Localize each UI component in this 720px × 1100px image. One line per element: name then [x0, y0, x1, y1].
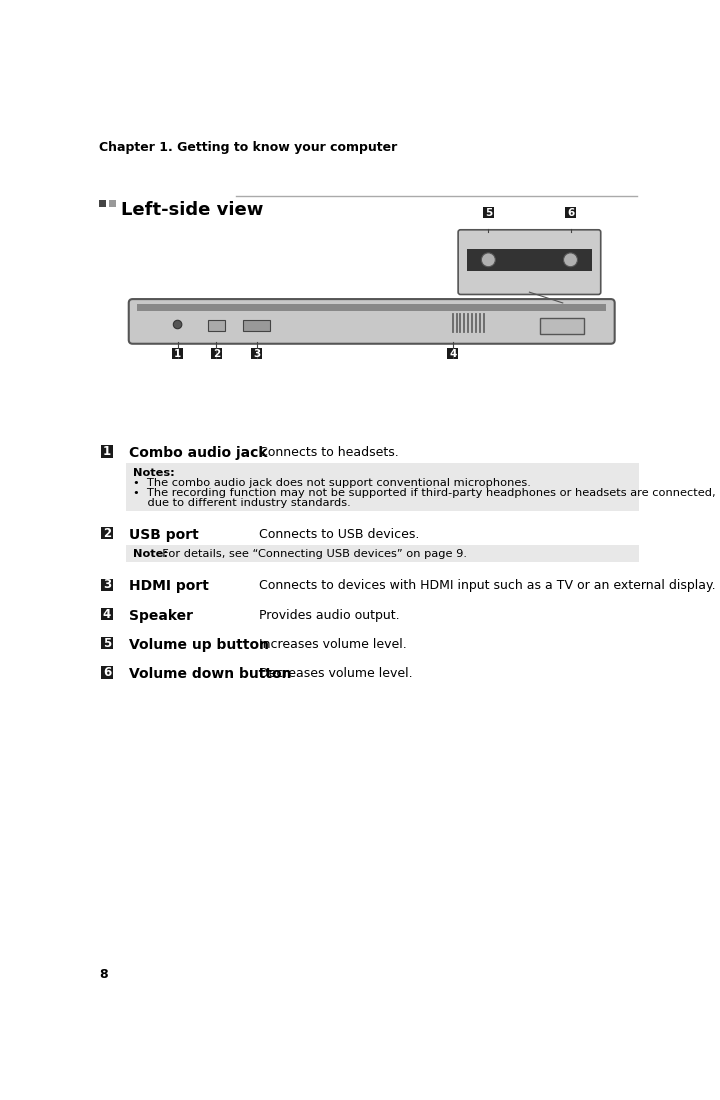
Circle shape	[482, 253, 495, 266]
Bar	[251, 349, 262, 359]
Bar	[539, 318, 585, 333]
Bar	[483, 208, 494, 218]
Text: Note:: Note:	[132, 549, 168, 559]
Text: Decreases volume level.: Decreases volume level.	[259, 667, 413, 680]
Text: 1: 1	[103, 446, 111, 458]
Text: 4: 4	[103, 607, 111, 620]
Text: Combo audio jack: Combo audio jack	[129, 447, 267, 460]
FancyBboxPatch shape	[129, 299, 615, 343]
Bar	[127, 544, 639, 562]
Text: 5: 5	[103, 637, 111, 650]
Text: Connects to USB devices.: Connects to USB devices.	[259, 528, 419, 541]
Text: HDMI port: HDMI port	[129, 580, 209, 593]
Text: Volume down button: Volume down button	[129, 667, 292, 681]
Bar	[447, 349, 458, 359]
Text: 6: 6	[103, 666, 111, 679]
Circle shape	[174, 320, 182, 329]
Text: Left-side view: Left-side view	[121, 200, 264, 219]
Text: Chapter 1. Getting to know your computer: Chapter 1. Getting to know your computer	[99, 141, 397, 154]
Text: Volume up button: Volume up button	[129, 638, 269, 652]
Text: •  The recording function may not be supported if third-party headphones or head: • The recording function may not be supp…	[132, 487, 715, 497]
Text: •  The combo audio jack does not support conventional microphones.: • The combo audio jack does not support …	[132, 477, 531, 487]
Bar	[211, 349, 222, 359]
Text: 3: 3	[103, 579, 111, 592]
Bar	[208, 320, 225, 331]
Bar	[101, 637, 113, 649]
Bar	[172, 349, 183, 359]
Text: 5: 5	[485, 208, 492, 218]
Text: 8: 8	[99, 968, 108, 981]
Bar	[109, 200, 116, 207]
FancyBboxPatch shape	[458, 230, 600, 295]
Bar	[565, 208, 576, 218]
Text: 1: 1	[174, 349, 181, 359]
Bar	[101, 446, 113, 458]
Text: Connects to devices with HDMI input such as a TV or an external display.: Connects to devices with HDMI input such…	[259, 580, 716, 593]
Bar	[243, 320, 270, 331]
Text: 2: 2	[212, 349, 220, 359]
Bar	[101, 667, 113, 679]
Bar	[127, 463, 639, 510]
Circle shape	[564, 253, 577, 266]
Text: USB port: USB port	[129, 528, 199, 542]
Text: 2: 2	[103, 527, 111, 540]
Text: Increases volume level.: Increases volume level.	[259, 638, 407, 651]
Text: Provides audio output.: Provides audio output.	[259, 608, 400, 622]
Text: 3: 3	[253, 349, 260, 359]
Text: Notes:: Notes:	[132, 468, 174, 477]
Bar	[138, 304, 606, 310]
Text: Speaker: Speaker	[129, 608, 193, 623]
Bar	[127, 544, 639, 572]
Text: 6: 6	[567, 208, 574, 218]
Bar	[101, 608, 113, 620]
Bar	[467, 249, 593, 271]
Text: Connects to headsets.: Connects to headsets.	[259, 447, 399, 459]
Bar	[101, 579, 113, 591]
Text: 4: 4	[449, 349, 456, 359]
Text: due to different industry standards.: due to different industry standards.	[132, 497, 351, 508]
Bar	[99, 200, 107, 207]
Text: For details, see “Connecting USB devices” on page 9.: For details, see “Connecting USB devices…	[155, 549, 467, 559]
Bar	[101, 527, 113, 539]
